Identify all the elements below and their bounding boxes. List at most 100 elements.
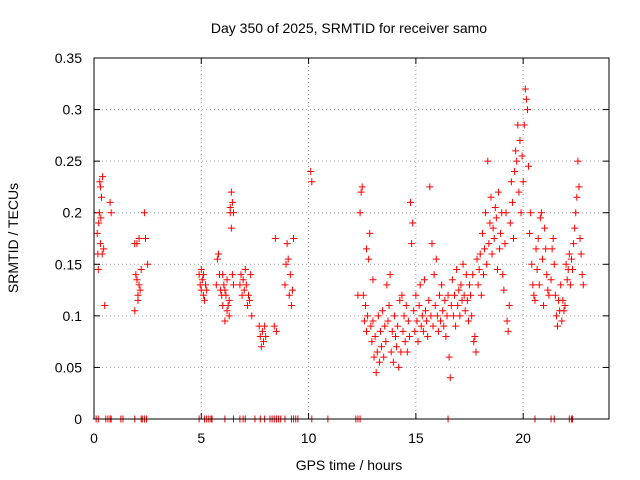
data-point — [525, 162, 533, 170]
data-point — [440, 322, 448, 330]
data-point — [481, 245, 489, 253]
data-point — [382, 338, 390, 346]
data-point — [563, 276, 571, 284]
data-point — [106, 198, 114, 206]
data-point — [544, 286, 552, 294]
data-point — [578, 271, 586, 279]
data-point — [285, 291, 293, 299]
data-point — [369, 276, 377, 284]
data-point — [432, 255, 440, 263]
data-point — [508, 198, 516, 206]
data-point — [531, 296, 539, 304]
data-point — [437, 317, 445, 325]
data-point — [413, 317, 421, 325]
data-point — [484, 157, 492, 165]
data-point — [107, 209, 115, 217]
data-point — [258, 327, 266, 335]
data-point — [513, 157, 521, 165]
data-point — [363, 327, 371, 335]
data-point — [451, 291, 458, 299]
data-point — [427, 312, 435, 320]
data-point — [397, 348, 405, 356]
data-point — [374, 312, 382, 320]
data-point — [439, 307, 447, 315]
data-point — [394, 322, 402, 330]
data-point — [98, 250, 106, 258]
data-point — [395, 363, 403, 371]
data-point — [212, 281, 220, 289]
data-point — [476, 250, 484, 258]
data-point — [227, 188, 235, 196]
data-point — [197, 265, 205, 273]
data-point — [438, 281, 446, 289]
data-point — [517, 209, 525, 217]
data-point — [213, 255, 221, 263]
y-tick-label: 0.35 — [55, 50, 82, 66]
data-point — [387, 348, 395, 356]
data-point — [238, 291, 246, 299]
data-point — [489, 224, 497, 232]
data-point — [131, 307, 139, 315]
y-tick-label: 0.15 — [55, 256, 82, 272]
data-point — [559, 296, 567, 304]
data-point — [455, 286, 463, 294]
data-point — [222, 291, 230, 299]
data-points — [92, 85, 587, 423]
data-point — [359, 291, 367, 299]
data-point — [462, 271, 470, 279]
data-point — [574, 157, 582, 165]
data-point — [366, 229, 374, 237]
data-point — [95, 209, 103, 217]
data-point — [417, 322, 425, 330]
data-point — [135, 235, 143, 242]
data-point — [554, 322, 561, 330]
x-axis-label: GPS time / hours — [296, 457, 403, 473]
data-point — [376, 327, 384, 335]
data-point — [137, 265, 145, 273]
data-point — [409, 219, 417, 227]
data-point — [471, 332, 479, 340]
data-point — [229, 209, 237, 217]
y-tick-label: 0.05 — [55, 359, 82, 375]
data-point — [245, 291, 252, 299]
data-point — [575, 183, 583, 191]
data-point — [132, 271, 140, 279]
data-point — [424, 332, 432, 340]
data-point — [95, 219, 103, 227]
data-point — [532, 245, 540, 253]
data-point — [375, 358, 383, 366]
data-point — [383, 281, 391, 289]
data-point — [514, 121, 522, 129]
data-point — [540, 302, 548, 310]
data-point — [412, 291, 420, 299]
data-point — [260, 338, 268, 346]
data-point — [527, 209, 535, 217]
data-point — [400, 312, 408, 320]
data-point — [408, 240, 416, 248]
data-point — [281, 281, 289, 289]
data-point — [477, 291, 485, 299]
data-point — [96, 240, 104, 248]
chart-title: Day 350 of 2025, SRMTID for receiver sam… — [211, 20, 487, 36]
data-point — [453, 265, 461, 273]
data-point — [431, 302, 439, 310]
y-tick-label: 0.3 — [63, 102, 83, 118]
data-point — [567, 255, 575, 263]
data-point — [529, 281, 537, 289]
data-point — [428, 240, 436, 248]
data-point — [386, 271, 394, 279]
data-point — [463, 296, 471, 304]
data-point — [361, 302, 369, 310]
data-point — [272, 327, 280, 335]
data-point — [308, 178, 316, 186]
data-point — [551, 291, 559, 299]
data-point — [271, 235, 279, 242]
data-point — [356, 209, 364, 217]
data-point — [262, 332, 270, 340]
data-point — [389, 358, 397, 366]
data-point — [468, 312, 476, 320]
data-point — [488, 250, 496, 258]
data-point — [385, 302, 393, 310]
data-point — [414, 338, 422, 346]
data-point — [373, 348, 381, 356]
